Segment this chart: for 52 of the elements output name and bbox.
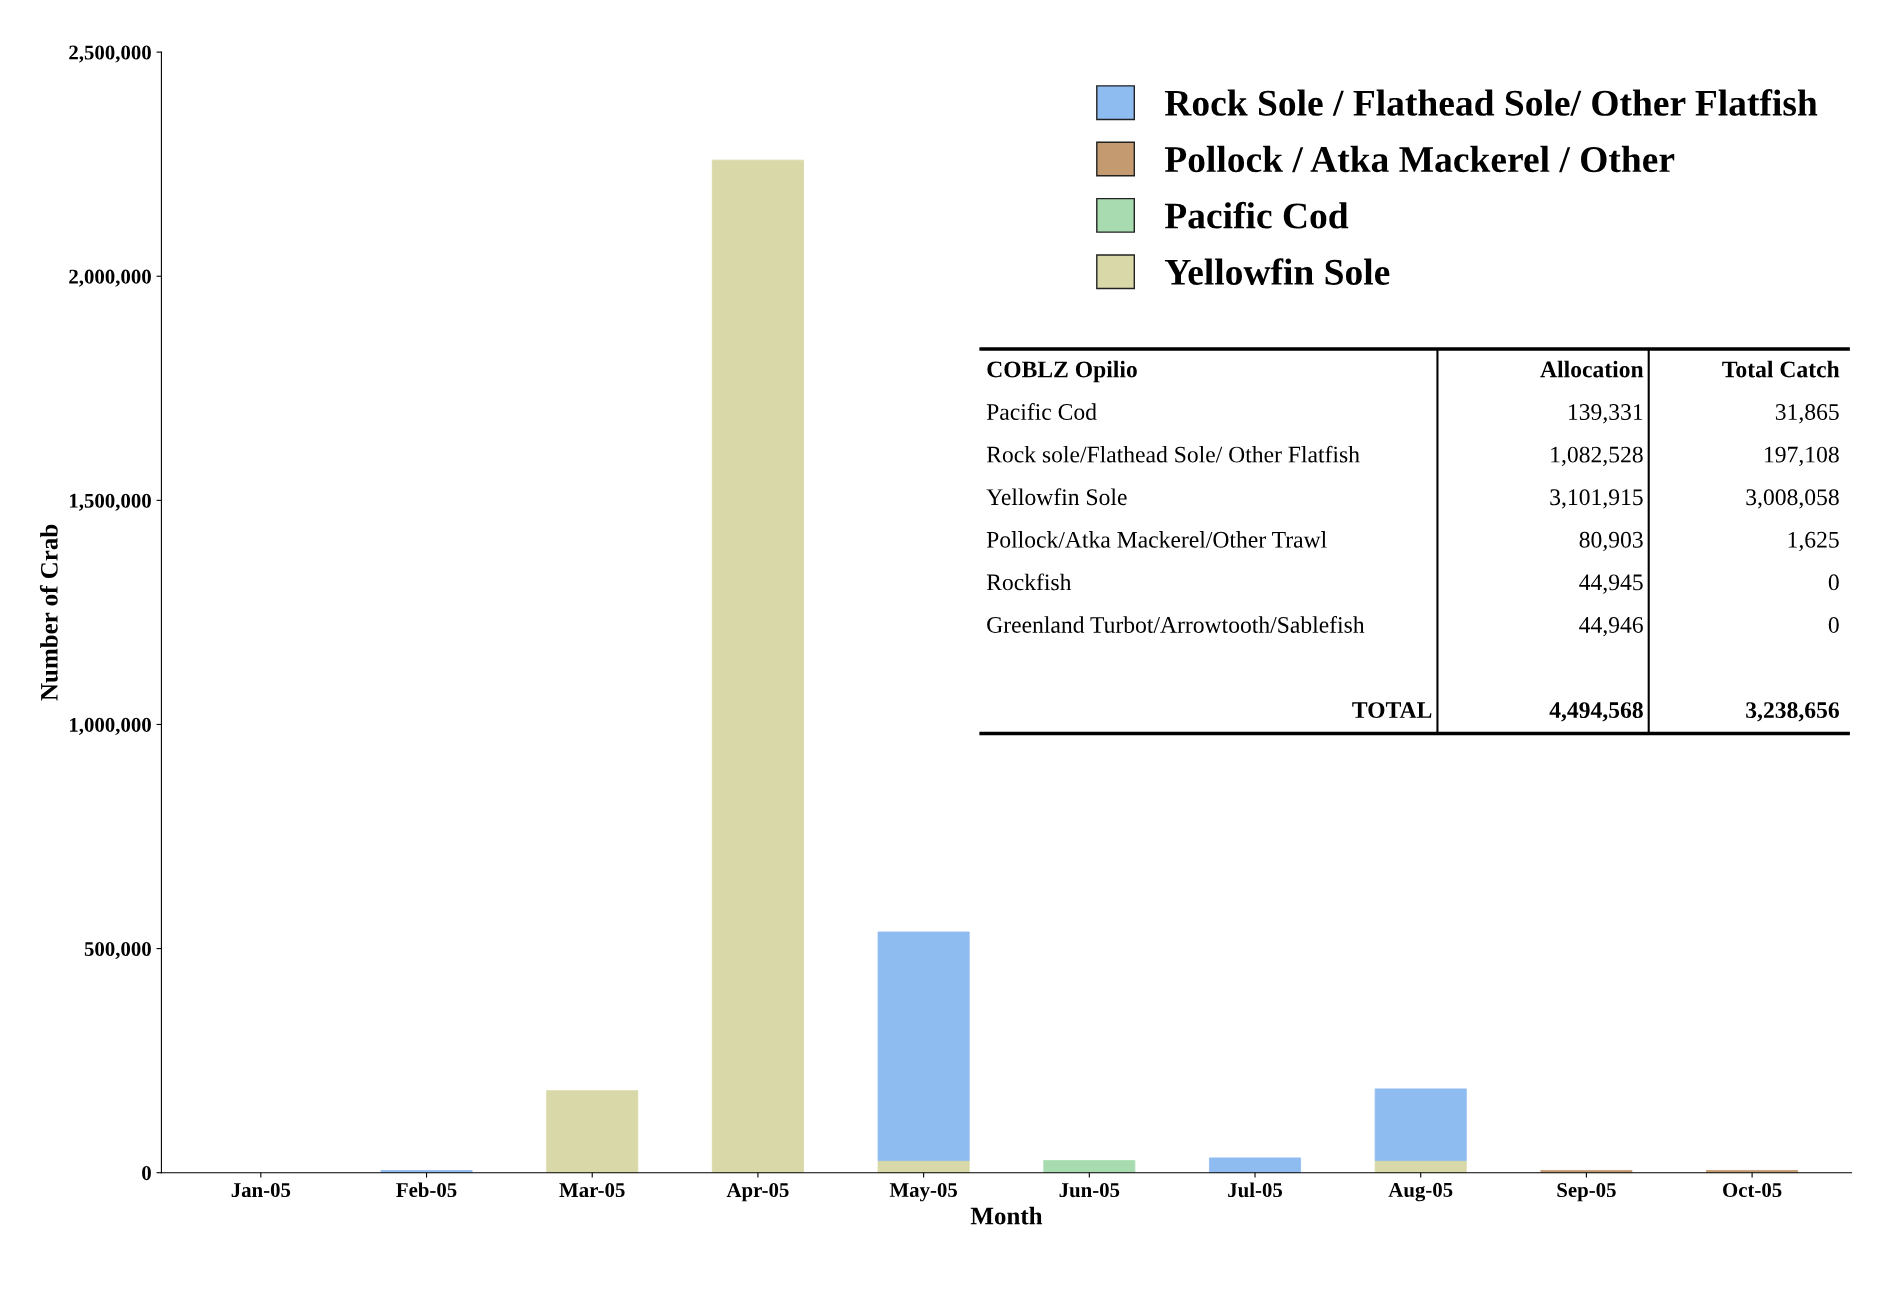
annotation: 197,108 bbox=[1765, 446, 1839, 466]
annotation: 0 bbox=[1828, 616, 1839, 633]
annotation: 1,082,528 bbox=[1551, 446, 1643, 466]
annotation: 3,008,058 bbox=[1746, 489, 1839, 509]
x-tick-label: Aug-05 bbox=[1388, 1182, 1453, 1202]
x-tick-label: Oct-05 bbox=[1723, 1183, 1782, 1198]
y-tick-label: 2,000,000 bbox=[69, 269, 151, 287]
annotation: 0 bbox=[1828, 574, 1839, 591]
annotation: 31,865 bbox=[1775, 404, 1839, 424]
legend-label: Pacific Cod bbox=[1164, 201, 1349, 229]
y-tick-label: 500,000 bbox=[84, 941, 151, 960]
bar bbox=[546, 1090, 639, 1173]
bar bbox=[877, 931, 970, 1162]
annotation: Total Catch bbox=[1722, 360, 1840, 378]
bar bbox=[1374, 1088, 1467, 1162]
x-tick-label: Jan-05 bbox=[231, 1183, 291, 1198]
x-tick-label: Mar-05 bbox=[559, 1183, 625, 1198]
bar bbox=[1209, 1157, 1301, 1173]
y-tick-label: 0 bbox=[142, 1166, 151, 1181]
legend-label: Yellowfin Sole bbox=[1164, 258, 1390, 285]
x-tick-label: Jul-05 bbox=[1228, 1182, 1283, 1198]
annotation: Rockfish bbox=[986, 573, 1072, 591]
x-tick-label: May-05 bbox=[889, 1182, 957, 1202]
annotation: TOTAL bbox=[1352, 702, 1432, 719]
x-tick-label: Apr-05 bbox=[726, 1183, 789, 1202]
bar bbox=[1043, 1160, 1136, 1173]
y-tick-label: 1,000,000 bbox=[70, 717, 151, 735]
annotation: 4,494,568 bbox=[1549, 702, 1643, 722]
annotation: 44,946 bbox=[1579, 617, 1643, 637]
annotation: 139,331 bbox=[1568, 404, 1643, 424]
annotation: COBLZ Opilio bbox=[987, 360, 1137, 383]
bar bbox=[711, 159, 804, 1173]
y-tick-label: 1,500,000 bbox=[70, 493, 151, 511]
x-tick-label: Jun-05 bbox=[1059, 1183, 1120, 1198]
annotation: 44,945 bbox=[1579, 574, 1643, 594]
annotation: Allocation bbox=[1540, 360, 1644, 378]
annotation: Greenland Turbot/Arrowtooth/Sablefish bbox=[987, 616, 1365, 633]
x-axis-title: Month bbox=[970, 1206, 1043, 1225]
annotation: 3,238,656 bbox=[1746, 702, 1839, 722]
legend-label: Rock Sole / Flathead Sole/ Other Flatfish bbox=[1164, 89, 1818, 116]
annotation: Pollock/Atka Mackerel/Other Trawl bbox=[986, 531, 1327, 548]
annotation: 3,101,915 bbox=[1550, 489, 1643, 509]
x-tick-label: Sep-05 bbox=[1557, 1183, 1616, 1202]
annotation: Pacific Cod bbox=[986, 403, 1097, 420]
annotation: 80,903 bbox=[1579, 531, 1643, 552]
legend-label: Pollock / Atka Mackerel / Other bbox=[1164, 145, 1675, 173]
y-tick-label: 2,500,000 bbox=[69, 45, 151, 63]
y-axis-title: Number of Crab bbox=[39, 524, 58, 701]
annotation: Yellowfin Sole bbox=[986, 488, 1127, 506]
annotation: 1,625 bbox=[1788, 531, 1839, 552]
annotation: Rock sole/Flathead Sole/ Other Flatfish bbox=[986, 445, 1360, 463]
x-tick-label: Feb-05 bbox=[396, 1182, 457, 1198]
